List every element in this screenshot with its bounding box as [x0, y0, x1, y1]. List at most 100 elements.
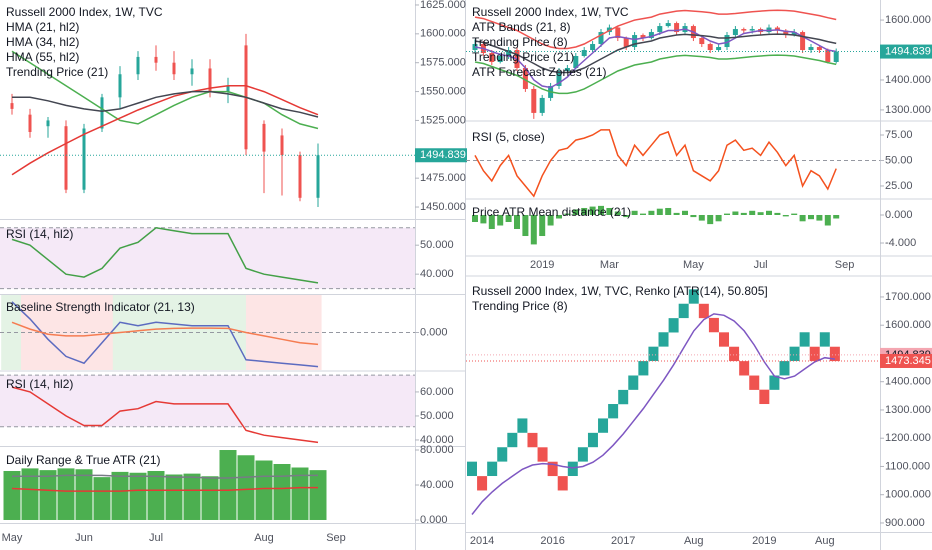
renko-brick	[507, 432, 518, 448]
y-tick-label: 1600.000	[885, 319, 931, 331]
histogram-bar	[564, 213, 571, 215]
renko-brick	[497, 447, 508, 462]
legend-entry: Trending Price (8)	[472, 299, 568, 313]
y-tick-label: 1550.000	[420, 85, 466, 97]
candle-body	[724, 35, 730, 48]
x-tick-label: Jul	[754, 259, 768, 271]
candle-body	[172, 62, 176, 75]
indicator-line	[11, 227, 319, 284]
candle-body	[665, 23, 671, 27]
candle-body	[100, 97, 104, 129]
histogram-bar	[606, 207, 613, 215]
y-tick-label: 1525.000	[420, 114, 466, 126]
indicator-line	[474, 54, 837, 95]
x-tick-label: Jun	[75, 532, 93, 544]
renko-brick	[638, 361, 649, 376]
histogram-bar	[539, 214, 546, 237]
candle-body	[226, 85, 230, 92]
renko-brick	[467, 461, 477, 477]
candle-body	[280, 135, 284, 156]
x-tick-label: 2014	[470, 535, 494, 547]
y-tick-label: 25.00	[885, 180, 913, 192]
price-tag-label: 1473.345	[885, 355, 931, 367]
panel-title: RSI (5, close)	[472, 130, 545, 144]
renko-brick	[547, 461, 558, 477]
candle-body	[556, 70, 562, 86]
histogram-bar	[547, 214, 554, 226]
legend-entry: Trending Price (8)	[472, 35, 568, 49]
renko-brick	[789, 346, 800, 362]
histogram-bar	[799, 214, 806, 222]
candle-body	[573, 56, 579, 68]
histogram-bar	[21, 468, 39, 520]
legend-entry: ATR Forecast Zones (21)	[472, 65, 606, 79]
candle-body	[825, 50, 831, 62]
candle-body	[615, 27, 621, 39]
histogram-bar	[740, 212, 747, 215]
candle-body	[208, 68, 212, 92]
renko-brick	[537, 447, 548, 462]
histogram-bar	[39, 470, 57, 520]
y-tick-label: 1400.000	[885, 376, 931, 388]
indicator-line	[11, 50, 319, 130]
candle-body	[154, 56, 158, 63]
histogram-bar	[690, 214, 697, 218]
legend-entry: HMA (55, hl2)	[6, 50, 79, 64]
y-tick-label: 1450.000	[420, 201, 466, 213]
histogram-bar	[572, 209, 579, 215]
histogram-bar	[640, 213, 646, 215]
candle-body	[497, 56, 503, 62]
y-tick-label: 1300.000	[885, 104, 931, 116]
renko-brick	[658, 332, 669, 347]
candle-body	[190, 68, 194, 75]
y-tick-label: 900.000	[885, 517, 925, 529]
y-tick-label: 0.000	[885, 209, 913, 221]
renko-brick	[567, 461, 578, 477]
indicator-line	[11, 85, 319, 176]
histogram-bar	[129, 472, 147, 520]
candle-body	[791, 32, 797, 36]
panel-title: Russell 2000 Index, 1W, TVC, Renko [ATR(…	[472, 284, 768, 298]
y-tick-label: 0.000	[420, 514, 448, 526]
renko-brick	[577, 447, 588, 462]
candle-body	[632, 35, 638, 48]
legend-entry: Trending Price (21)	[6, 65, 108, 79]
candle-body	[316, 155, 320, 198]
candle-body	[623, 38, 629, 48]
x-tick-label: Aug	[254, 532, 274, 544]
histogram-bar	[724, 213, 730, 215]
y-tick-label: 1200.000	[885, 432, 931, 444]
histogram-bar	[219, 450, 237, 520]
histogram-bar	[165, 474, 183, 520]
renko-brick	[688, 289, 699, 304]
renko-brick	[779, 361, 790, 376]
histogram-bar	[505, 214, 512, 222]
renko-brick	[829, 346, 840, 362]
histogram-bar	[147, 471, 165, 520]
candle-body	[640, 35, 646, 39]
renko-brick	[527, 432, 538, 448]
histogram-bar	[522, 214, 529, 237]
candle-body	[539, 97, 545, 113]
price-tag-label: 1494.839	[420, 149, 466, 161]
panel-title: RSI (14, hl2)	[6, 227, 73, 241]
candle-body	[28, 114, 32, 132]
panel-title: Russell 2000 Index, 1W, TVC	[472, 5, 629, 19]
y-tick-label: 1575.000	[420, 57, 466, 69]
y-tick-label: 50.00	[885, 154, 913, 166]
histogram-bar	[530, 214, 537, 245]
candle-body	[833, 51, 839, 62]
histogram-bar	[707, 214, 714, 225]
histogram-bar	[556, 214, 562, 219]
candle-body	[816, 47, 822, 51]
histogram-bar	[514, 214, 520, 230]
histogram-bar	[648, 210, 655, 215]
histogram-bar	[201, 476, 219, 520]
panel-title: Russell 2000 Index, 1W, TVC	[6, 5, 163, 19]
histogram-bar	[623, 214, 630, 218]
histogram-bar	[614, 211, 621, 215]
histogram-bar	[255, 460, 273, 520]
candle-body	[800, 32, 806, 51]
histogram-bar	[581, 207, 588, 215]
histogram-bar	[3, 471, 21, 520]
